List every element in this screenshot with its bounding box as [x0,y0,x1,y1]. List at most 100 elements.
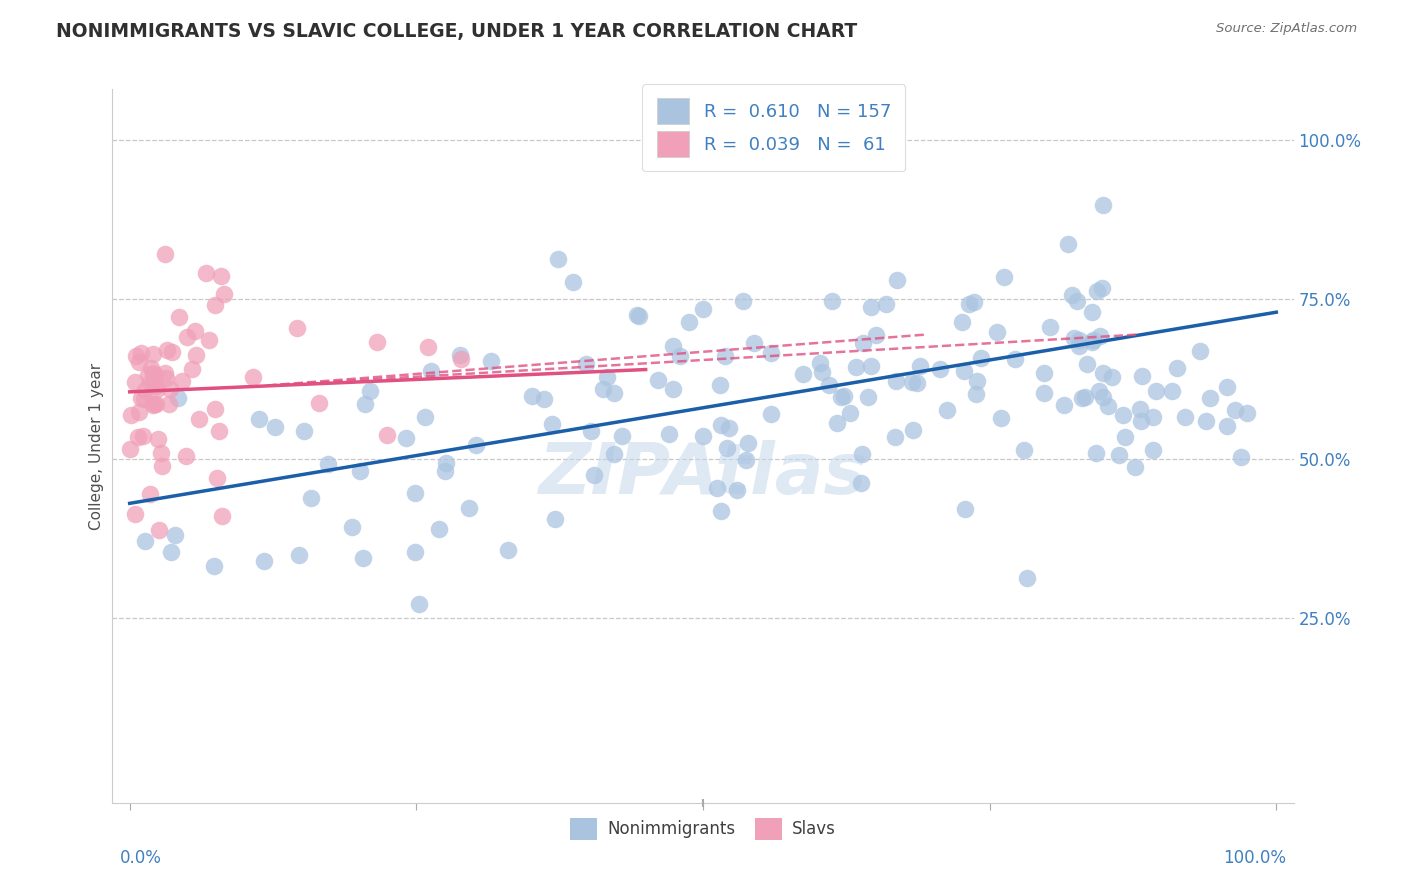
Point [520,389,543,403]
Point [901,375,924,389]
Point [204,401,226,416]
Point [1076,357,1098,371]
Point [1166,361,1188,376]
Point [1080,334,1102,349]
Point [1112,408,1135,422]
Point [808,356,831,370]
Point [1091,366,1114,380]
Point [792,367,814,381]
Point [627,309,650,323]
Point [1063,330,1085,344]
Point [242,370,264,384]
Point [875,296,897,310]
Point [342,519,364,533]
Text: 0.0%: 0.0% [120,849,162,867]
Point [1088,384,1111,399]
Point [1174,409,1197,424]
Point [132,428,155,442]
Point [839,406,862,420]
Point [761,346,783,360]
Point [883,430,905,444]
Point [852,336,875,351]
Point [136,368,159,383]
Point [1012,442,1035,457]
Point [901,423,924,437]
Point [285,320,308,334]
Point [759,407,782,421]
Point [1085,284,1108,298]
Point [742,335,765,350]
Point [1088,328,1111,343]
Point [247,412,270,426]
Point [1085,446,1108,460]
Point [953,501,976,516]
Point [427,522,450,536]
Point [408,597,430,611]
Point [845,360,868,375]
Point [395,431,418,445]
Point [1142,410,1164,425]
Text: NONIMMIGRANTS VS SLAVIC COLLEGE, UNDER 1 YEAR CORRELATION CHART: NONIMMIGRANTS VS SLAVIC COLLEGE, UNDER 1… [56,22,858,41]
Point [1130,368,1153,383]
Point [209,268,232,283]
Point [886,273,908,287]
Point [134,392,156,406]
Legend: Nonimmigrants, Slavs: Nonimmigrants, Slavs [562,810,844,848]
Point [1015,572,1038,586]
Point [905,376,928,391]
Text: Source: ZipAtlas.com: Source: ZipAtlas.com [1216,22,1357,36]
Point [1129,402,1152,417]
Point [1129,414,1152,428]
Point [851,447,873,461]
Point [208,425,231,439]
Point [1081,334,1104,348]
Point [647,373,669,387]
Point [150,446,173,460]
Point [211,508,233,523]
Point [141,360,163,375]
Point [292,425,315,439]
Point [143,397,166,411]
Text: 100.0%: 100.0% [1223,849,1286,867]
Point [288,548,311,562]
Point [1195,413,1218,427]
Point [692,302,714,317]
Point [821,294,844,309]
Point [127,430,149,444]
Point [579,424,602,438]
Point [575,357,598,371]
Point [128,355,150,369]
Point [204,298,226,312]
Point [139,376,162,390]
Point [146,432,169,446]
Point [212,287,235,301]
Point [953,364,976,378]
Point [141,398,163,412]
Point [825,416,848,430]
Point [830,390,852,404]
Point [592,382,614,396]
Point [965,386,987,401]
Point [1216,419,1239,434]
Point [1057,237,1080,252]
Point [661,382,683,396]
Point [308,396,330,410]
Point [735,453,758,467]
Point [547,252,569,266]
Point [935,402,957,417]
Point [1114,430,1136,444]
Point [1216,380,1239,394]
Point [717,420,740,434]
Point [366,335,388,350]
Point [603,386,626,401]
Point [352,550,374,565]
Point [413,410,436,425]
Point [118,442,141,456]
Point [1033,367,1056,381]
Point [957,297,980,311]
Point [145,379,167,393]
Point [610,429,633,443]
Point [1097,399,1119,413]
Point [661,339,683,353]
Point [157,397,180,411]
